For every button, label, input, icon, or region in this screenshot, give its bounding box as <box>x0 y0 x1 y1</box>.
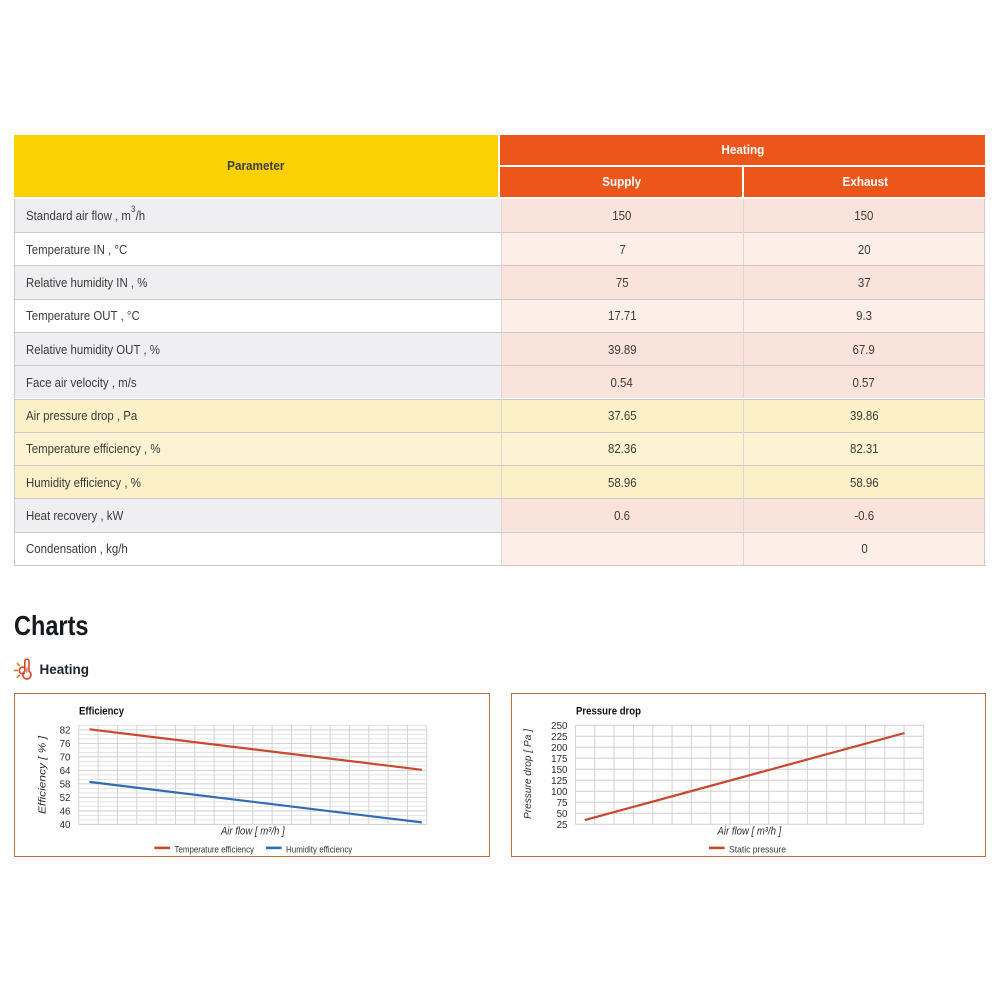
svg-text:Humidity efficiency: Humidity efficiency <box>286 844 353 855</box>
svg-text:Air flow [ m³/h ]: Air flow [ m³/h ] <box>717 826 782 838</box>
svg-text:75: 75 <box>557 798 568 809</box>
svg-text:25: 25 <box>557 820 568 831</box>
svg-text:200: 200 <box>551 743 568 754</box>
svg-text:Pressure drop [ Pa ]: Pressure drop [ Pa ] <box>523 729 534 819</box>
svg-text:70: 70 <box>60 753 71 764</box>
svg-text:Temperature efficiency: Temperature efficiency <box>175 844 255 855</box>
svg-text:225: 225 <box>551 732 568 743</box>
svg-text:125: 125 <box>551 776 568 787</box>
svg-text:150: 150 <box>551 765 568 776</box>
svg-text:50: 50 <box>557 809 568 820</box>
svg-text:Pressure drop: Pressure drop <box>576 706 641 718</box>
svg-text:175: 175 <box>551 754 568 765</box>
svg-text:52: 52 <box>60 793 71 804</box>
svg-text:40: 40 <box>60 820 71 831</box>
svg-text:Efficiency: Efficiency <box>79 706 124 718</box>
svg-text:250: 250 <box>551 721 568 732</box>
svg-text:82: 82 <box>60 726 71 737</box>
svg-text:Air flow [ m³/h ]: Air flow [ m³/h ] <box>220 826 285 838</box>
svg-text:Efficiency [ % ]: Efficiency [ % ] <box>38 736 49 814</box>
svg-text:46: 46 <box>60 807 71 818</box>
svg-text:58: 58 <box>60 780 71 791</box>
svg-text:Static pressure: Static pressure <box>729 844 786 855</box>
svg-text:64: 64 <box>60 766 71 777</box>
svg-text:100: 100 <box>551 787 568 798</box>
svg-text:76: 76 <box>60 739 71 750</box>
